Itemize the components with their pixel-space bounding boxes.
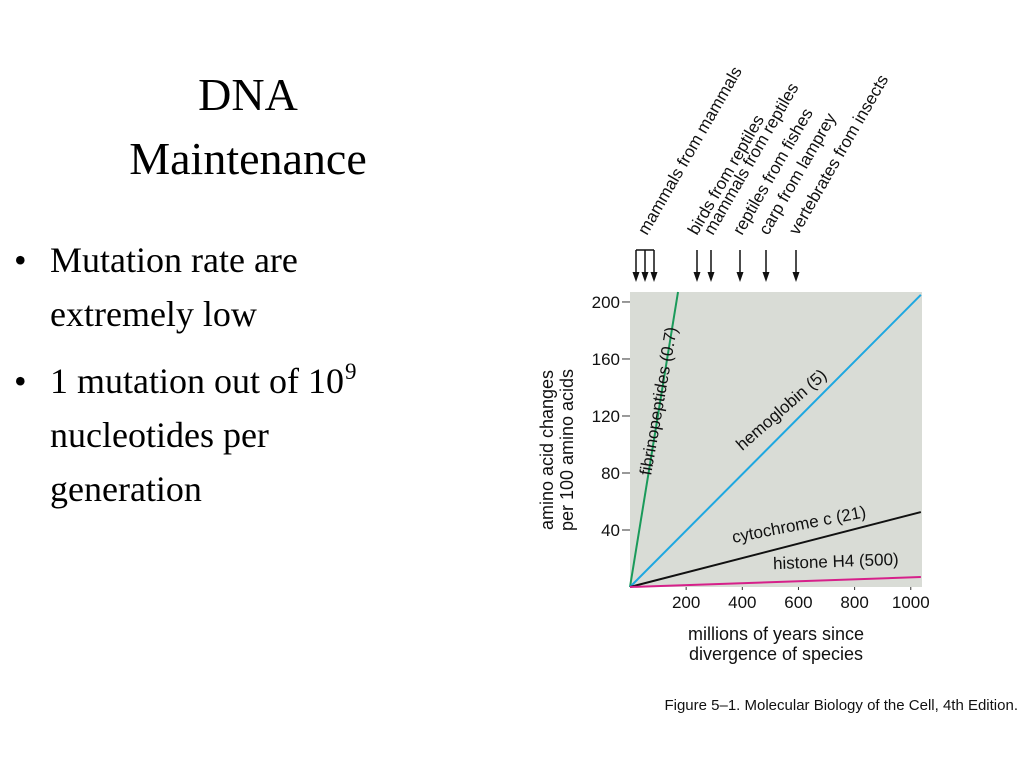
bullet-marker: • (14, 361, 27, 401)
y-tick-label: 160 (592, 350, 620, 369)
y-axis-label: amino acid changes (537, 370, 557, 530)
slide-title: DNA (198, 69, 298, 120)
x-axis-label: divergence of species (689, 644, 863, 664)
superscript: 9 (345, 359, 357, 384)
y-tick-label: 120 (592, 407, 620, 426)
x-axis-label: millions of years since (688, 624, 864, 644)
series-label: histone H4 (500) (773, 550, 899, 573)
bullet-text: generation (50, 469, 202, 509)
arrow-head (762, 272, 770, 282)
series-line (629, 291, 679, 588)
y-tick-label: 40 (601, 521, 620, 540)
arrow-head (650, 272, 658, 282)
arrow-head (693, 272, 701, 282)
y-axis-label: per 100 amino acids (557, 369, 577, 531)
series-line (629, 576, 921, 588)
y-tick-label: 80 (601, 464, 620, 483)
bullet-text: 1 mutation out of 10 (50, 361, 344, 401)
arrow-head (641, 272, 649, 282)
arrow-head (736, 272, 744, 282)
x-tick-label: 400 (728, 593, 756, 612)
figure-caption: Figure 5–1. Molecular Biology of the Cel… (664, 697, 1018, 714)
bullet-text: extremely low (50, 294, 257, 334)
bullet-marker: • (14, 240, 27, 280)
arrow-head (707, 272, 715, 282)
arrow-head (792, 272, 800, 282)
x-tick-label: 1000 (892, 593, 930, 612)
series-line (629, 511, 922, 588)
bullet-text: Mutation rate are (50, 240, 298, 280)
series-line (629, 294, 922, 588)
y-tick-label: 200 (592, 293, 620, 312)
x-tick-label: 800 (840, 593, 868, 612)
slide-title: Maintenance (129, 133, 367, 184)
x-tick-label: 600 (784, 593, 812, 612)
arrow-head (632, 272, 640, 282)
bullet-text: nucleotides per (50, 415, 269, 455)
x-tick-label: 200 (672, 593, 700, 612)
